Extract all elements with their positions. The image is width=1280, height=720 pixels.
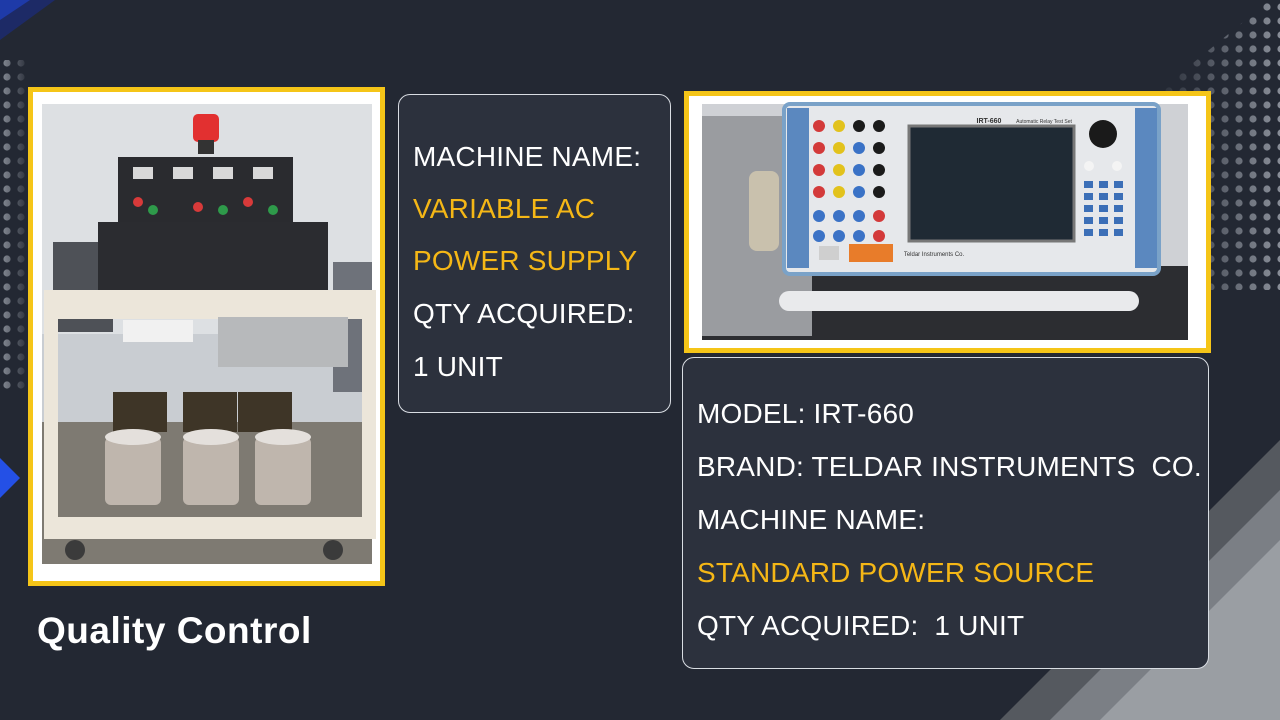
- section-caption: Quality Control: [37, 610, 312, 651]
- variable-ac-power-supply-photo: [28, 87, 385, 586]
- device-model-text: IRT-660: [977, 118, 1002, 125]
- machine-name-label: MACHINE NAME:: [413, 141, 642, 172]
- brand-line: BRAND: TELDAR INSTRUMENTS CO.: [697, 451, 1202, 482]
- machine-name-label: MACHINE NAME:: [697, 504, 926, 535]
- device-subtitle-text: Automatic Relay Test Set: [1016, 119, 1072, 125]
- qty-acquired-value: 1 UNIT: [413, 351, 503, 382]
- model-line: MODEL: IRT-660: [697, 398, 915, 429]
- machine-name-value-line1: VARIABLE AC: [413, 193, 596, 224]
- qty-acquired-line: QTY ACQUIRED: 1 UNIT: [697, 610, 1025, 641]
- standard-power-source-photo: IRT-660 Automatic Relay Test Set Teldar …: [684, 91, 1211, 353]
- standard-power-source-info-box: MODEL: IRT-660 BRAND: TELDAR INSTRUMENTS…: [682, 357, 1209, 669]
- qty-acquired-label: QTY ACQUIRED:: [413, 298, 635, 329]
- variable-ac-info-box: MACHINE NAME: VARIABLE AC POWER SUPPLY Q…: [398, 94, 671, 413]
- machine-name-value: STANDARD POWER SOURCE: [697, 557, 1095, 588]
- device-brand-text: Teldar Instruments Co.: [904, 252, 965, 258]
- machine-name-value-line2: POWER SUPPLY: [413, 245, 638, 276]
